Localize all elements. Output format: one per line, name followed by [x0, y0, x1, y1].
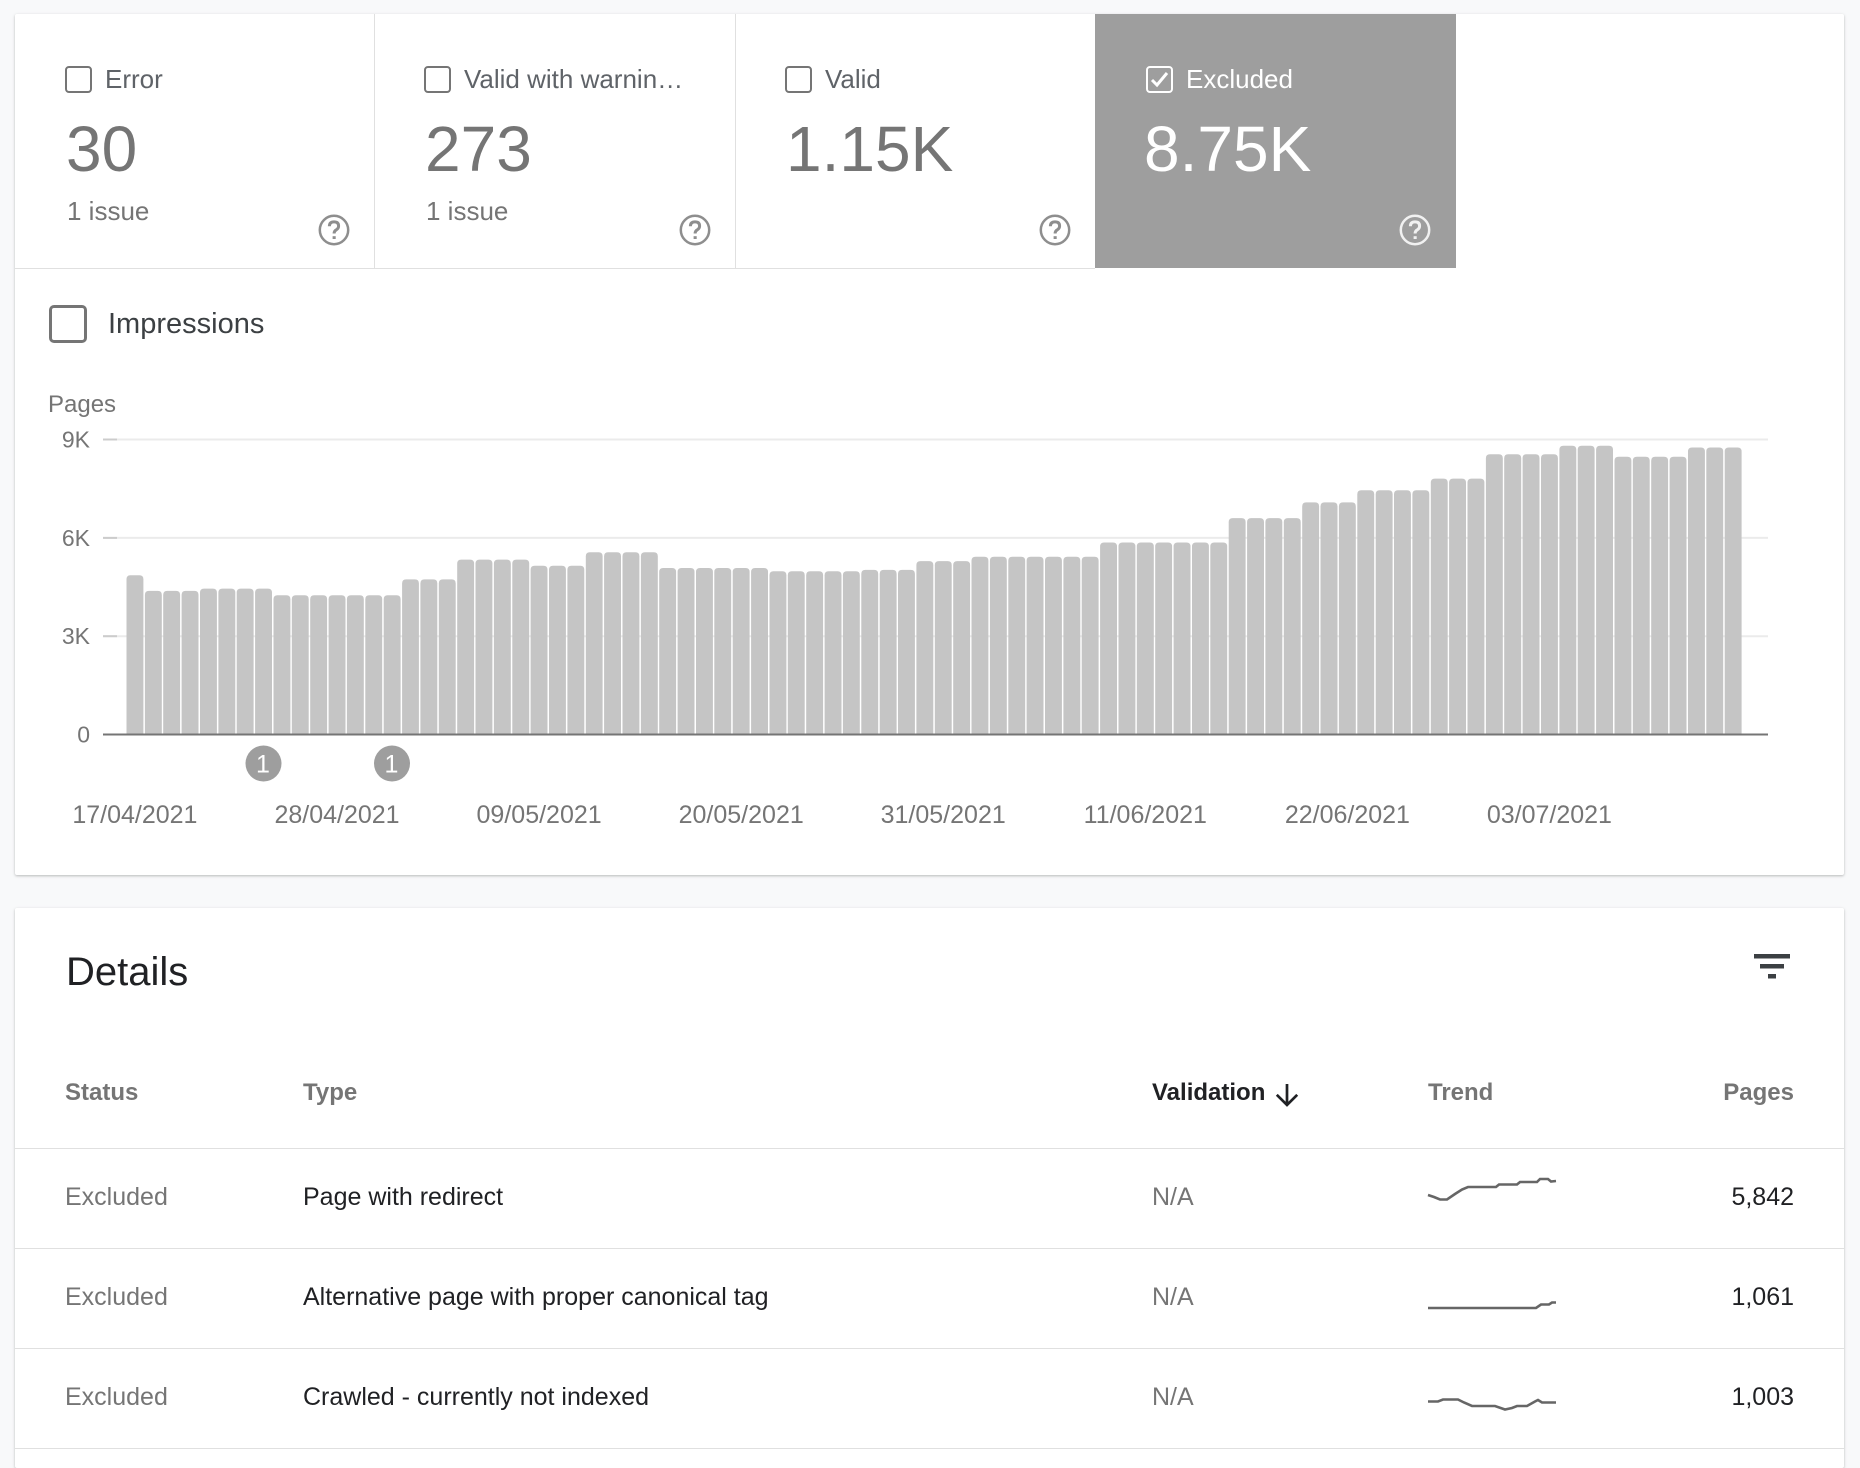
svg-text:20/05/2021: 20/05/2021 [679, 801, 804, 829]
svg-text:11/06/2021: 11/06/2021 [1084, 801, 1207, 829]
svg-text:31/05/2021: 31/05/2021 [881, 801, 1006, 829]
svg-text:3K: 3K [62, 623, 91, 649]
svg-text:1: 1 [385, 751, 399, 779]
svg-text:0: 0 [77, 722, 90, 748]
svg-text:28/04/2021: 28/04/2021 [274, 801, 399, 829]
svg-text:1: 1 [256, 751, 270, 779]
svg-text:22/06/2021: 22/06/2021 [1285, 801, 1410, 829]
svg-text:17/04/2021: 17/04/2021 [72, 801, 197, 829]
svg-text:09/05/2021: 09/05/2021 [477, 801, 602, 829]
svg-text:9K: 9K [62, 427, 91, 453]
svg-text:6K: 6K [62, 525, 91, 551]
svg-text:03/07/2021: 03/07/2021 [1487, 801, 1612, 829]
